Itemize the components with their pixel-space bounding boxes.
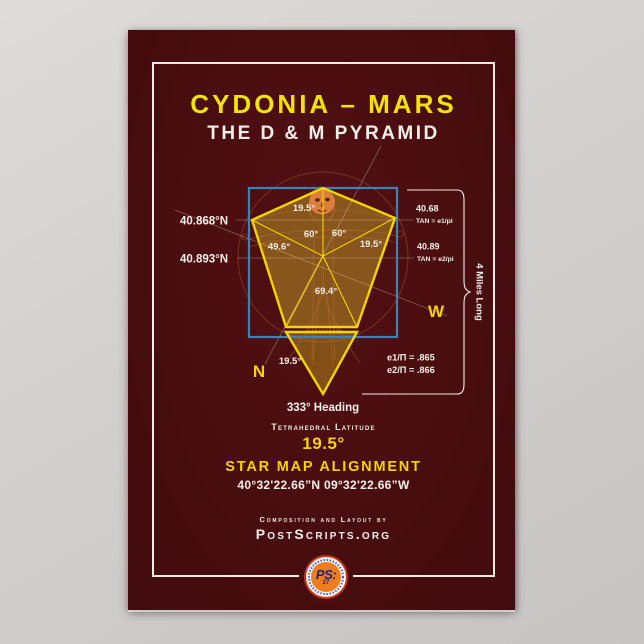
- logo-number: 27: [322, 579, 330, 586]
- scale-label: 4 Miles Long: [474, 263, 485, 321]
- poster-subtitle: THE D & M PYRAMID: [207, 123, 440, 144]
- ratio-e1: e1/Π = .865: [387, 353, 435, 363]
- poster: CYDONIA – MARS THE D & M PYRAMID Tetrahe…: [128, 30, 515, 612]
- pyramid-outline: [250, 186, 397, 397]
- organization-name: PostScripts.org: [255, 526, 392, 542]
- tan2-value: 40.89: [417, 242, 440, 252]
- poster-title: CYDONIA – MARS: [190, 89, 457, 119]
- angle-south: 19.5°: [279, 356, 301, 367]
- logo-ps-text: PS:: [315, 566, 337, 582]
- poster-content: CYDONIA – MARS THE D & M PYRAMID Tetrahe…: [152, 30, 495, 610]
- ratio-e2: e2/Π = .866: [387, 365, 435, 375]
- latitude-south-label: 40.893°N: [180, 254, 228, 266]
- star-map-coordinates: 40°32'22.66”N 09°32'22.66”W: [237, 478, 410, 492]
- tetrahedral-latitude-value: 19.5°: [302, 434, 345, 453]
- heading-label: 333° Heading: [287, 402, 359, 414]
- tetrahedral-latitude-label: Tetrahedral Latitude: [271, 422, 376, 432]
- composition-credit: Composition and Layout by: [259, 515, 388, 524]
- miles-bracket: [362, 189, 472, 395]
- postscripts-logo: PS: 27: [304, 555, 348, 599]
- angle-60-right: 60°: [332, 228, 347, 239]
- angle-left-edge: 49.6°: [268, 242, 290, 253]
- compass-west: W: [428, 302, 445, 321]
- angle-base: 69.4°: [315, 286, 337, 297]
- angle-right-edge: 19.5°: [360, 239, 382, 250]
- compass-north: N: [253, 362, 265, 381]
- star-map-alignment-heading: STAR MAP ALIGNMENT: [225, 459, 422, 475]
- logo-core: PS: 27: [311, 562, 341, 592]
- pyramid-diagram: 19.5° 60° 60° 49.6° 19.5° 69.4° 19.5° 40…: [174, 145, 485, 414]
- tan2-formula: TAN = e2/pi: [417, 256, 454, 263]
- latitude-north-label: 40.868°N: [180, 216, 228, 228]
- tan1-formula: TAN = e1/pi: [416, 218, 453, 225]
- pyramid-south-triangle-fill: [286, 332, 357, 394]
- logo-ring-text: [308, 559, 344, 595]
- angle-apex-label: 19.5°: [293, 203, 315, 214]
- angle-60-left: 60°: [304, 229, 319, 240]
- tan1-value: 40.68: [416, 204, 439, 214]
